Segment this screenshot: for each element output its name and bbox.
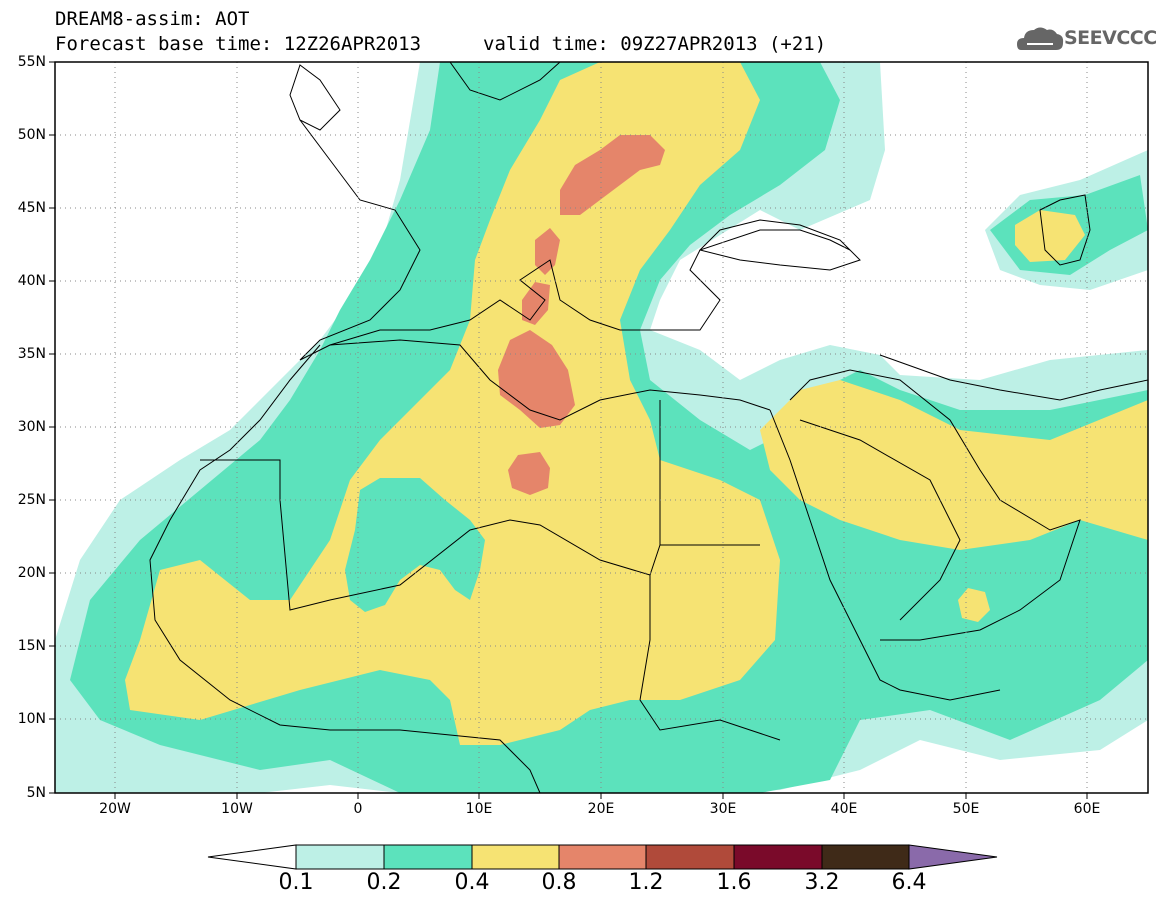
coastline-blacksea [699,219,861,271]
lon-label: 30E [709,801,737,817]
border-sudan [639,575,781,741]
cloud-icon [1017,27,1064,50]
lat-label: 45N [17,200,46,216]
forecast-base-time: Forecast base time: 12Z26APR2013 [55,33,422,55]
lat-label: 35N [17,346,46,362]
aot-contour-0.2-westafrica [200,505,270,575]
lon-label: 50E [952,801,980,817]
colorbar-label: 1.2 [628,870,664,895]
colorbar-swatch-0.8 [558,844,647,870]
colorbar-swatch-0.2 [383,844,473,870]
lat-label: 5N [26,785,46,801]
colorbar-under-arrow [207,844,297,870]
lon-label: 20W [99,801,131,817]
aot-contour-0.4-yemen [958,588,990,622]
colorbar-label: 0.2 [366,870,402,895]
lat-label: 40N [17,273,46,289]
lat-label: 15N [17,638,46,654]
aot-contour-0.8-italy [522,282,550,325]
lon-label: 40E [830,801,858,817]
border-iran [879,354,1148,401]
aot-contour-0.4 [125,62,780,745]
lon-label: 10E [465,801,493,817]
aot-contour-0.4-arabia [760,380,1148,550]
colorbar-label: 0.8 [541,870,577,895]
coastline-europe [299,119,851,361]
coastline-caspian [1039,194,1091,266]
coastline-arabia [789,369,1081,641]
colorbar-label: 0.1 [278,870,314,895]
colorbar-label: 6.4 [891,870,927,895]
lat-label: 20N [17,565,46,581]
lat-label: 50N [17,127,46,143]
colorbar-swatch-0.4 [471,844,560,870]
coastline-britain [289,64,341,131]
colorbar-label: 3.2 [804,870,840,895]
map-title: DREAM8-assim: AOT [55,8,250,30]
colorbar-label: 1.6 [716,870,752,895]
lat-label: 25N [17,492,46,508]
colorbar-swatch-3.2 [821,844,910,870]
colorbar [207,844,998,870]
lon-label: 20E [587,801,615,817]
logo-text: SEEVCCC [1064,27,1157,49]
valid-time: valid time: 09Z27APR2013 (+21) [483,33,827,55]
aot-contour-0.4-caspian [1015,210,1085,262]
grid [55,62,1148,793]
lon-label: 10W [221,801,253,817]
aot-contour-0.8-adriatic [535,228,560,275]
lat-label: 10N [17,711,46,727]
axis-ticks [49,61,1088,799]
aot-contour-0.2-sahara [345,478,485,612]
lon-label: 60E [1073,801,1101,817]
lat-label: 55N [17,54,46,70]
lat-label: 30N [17,419,46,435]
colorbar-over-arrow [908,844,998,870]
colorbar-swatch-1.6 [733,844,823,870]
coastline-scandinavia [449,62,561,101]
colorbar-label: 0.4 [454,870,490,895]
aot-contour-0.8-hungary [560,135,665,215]
coastline-redsea [769,409,1001,701]
border-saudi [799,419,961,621]
colorbar-swatch-1.2 [645,844,735,870]
lon-label: 0 [353,801,363,817]
coastline-africa [149,344,541,793]
colorbar-swatch-0.1 [295,844,385,870]
aot-contour-0.8-chad [508,452,550,495]
coastline-northafrica [329,339,771,421]
